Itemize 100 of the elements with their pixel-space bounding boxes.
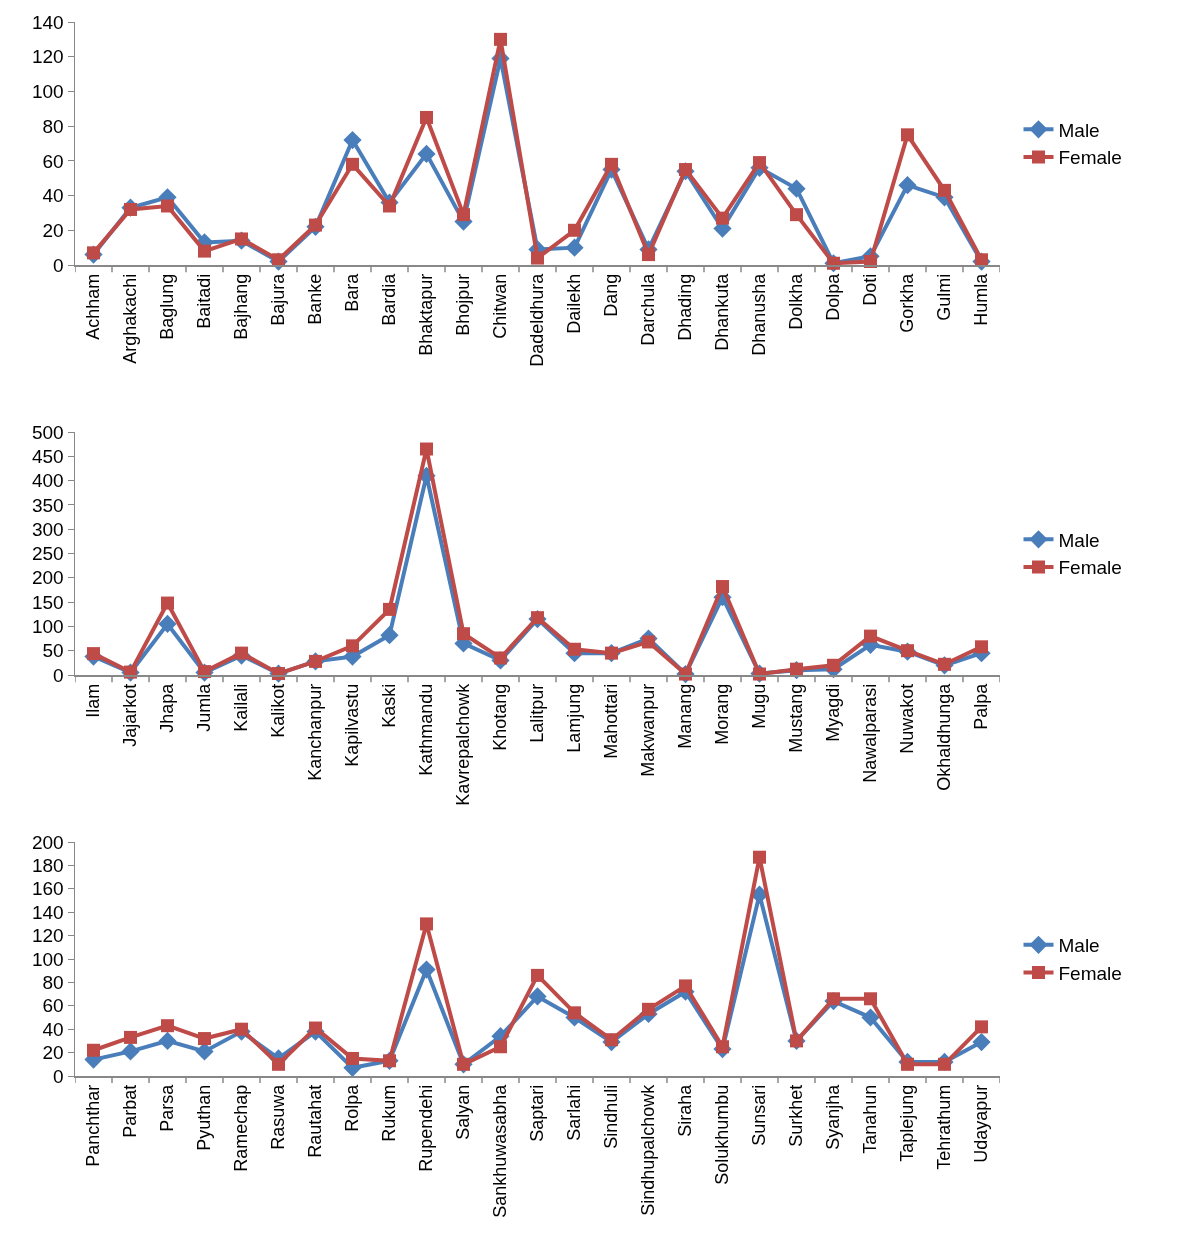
point <box>272 1057 285 1071</box>
x-tick-label: Surkhet <box>786 1084 807 1147</box>
y-tick-label: 200 <box>32 831 64 853</box>
x-tick-label: Baitadi <box>194 273 215 329</box>
point <box>121 1042 140 1061</box>
y-tick-label: 140 <box>32 901 64 923</box>
y-tick-label: 300 <box>32 518 64 540</box>
x-tick-label: Bhaktapur <box>416 273 437 356</box>
point <box>790 208 803 222</box>
x-tick-label: Solukhumbu <box>712 1084 733 1185</box>
point <box>753 156 766 170</box>
y-tick-label: 120 <box>32 925 64 947</box>
x-tick-label: Bardia <box>379 272 400 326</box>
point <box>753 850 766 864</box>
point <box>124 202 137 216</box>
x-tick-label: Darchula <box>638 272 659 346</box>
x-tick-label: Nuwakot <box>897 683 918 754</box>
y-tick-label: 400 <box>32 470 64 492</box>
point <box>87 1043 100 1057</box>
x-tick-label: Manang <box>675 683 696 749</box>
x-tick-label: Kapilvastu <box>342 683 363 767</box>
x-tick-label: Humla <box>971 272 992 326</box>
x-tick-label: Syanjha <box>823 1083 844 1150</box>
x-tick-label: Makwanpur <box>638 683 659 777</box>
x-tick-label: Rautahat <box>305 1084 326 1158</box>
x-tick-label: Mustang <box>786 683 807 753</box>
point <box>383 602 396 616</box>
x-tick-label: Morang <box>712 683 733 745</box>
point <box>642 1002 655 1016</box>
y-tick-label: 50 <box>42 640 64 662</box>
y-tick-label: 120 <box>32 46 64 68</box>
x-tick-label: Lamjung <box>564 683 585 753</box>
point <box>568 223 581 237</box>
point <box>861 1008 880 1027</box>
point <box>420 442 433 456</box>
point <box>309 1021 322 1035</box>
x-tick-label: Kaski <box>379 683 400 728</box>
point <box>457 208 470 222</box>
y-tick-label: 60 <box>42 995 64 1017</box>
point <box>420 110 433 124</box>
x-tick-label: Parbat <box>120 1084 141 1138</box>
x-tick-label: Bajhang <box>231 273 252 340</box>
x-tick-label: Saptari <box>527 1084 548 1142</box>
x-tick-label: Nawalparasi <box>860 683 881 783</box>
legend-label: Male <box>1058 935 1100 957</box>
legend-label: Male <box>1058 119 1100 141</box>
legend-label: Male <box>1058 529 1100 551</box>
point <box>87 647 100 661</box>
x-tick-label: Siraha <box>675 1083 696 1137</box>
x-tick-label: Dailekh <box>564 273 585 334</box>
x-tick-label: Jumla <box>194 682 215 732</box>
point <box>716 580 729 594</box>
x-tick-label: Rukum <box>379 1084 400 1142</box>
y-tick-label: 160 <box>32 878 64 900</box>
y-tick-label: 250 <box>32 543 64 565</box>
point <box>161 1019 174 1033</box>
legend-label: Female <box>1058 557 1122 579</box>
x-tick-label: Rolpa <box>342 1083 363 1132</box>
x-tick-label: Dadeldhura <box>527 272 548 367</box>
point <box>605 157 618 171</box>
y-tick-label: 100 <box>32 948 64 970</box>
y-tick-label: 80 <box>42 972 64 994</box>
x-tick-label: Baglung <box>157 273 178 340</box>
point <box>716 1040 729 1054</box>
point <box>457 627 470 641</box>
x-tick-label: Chitwan <box>490 273 511 339</box>
y-tick-label: 150 <box>32 591 64 613</box>
y-tick-label: 40 <box>42 185 64 207</box>
x-tick-label: Parsa <box>157 1083 178 1132</box>
point <box>938 183 951 197</box>
x-tick-label: Myagdi <box>823 683 844 742</box>
point <box>531 251 544 265</box>
point <box>642 248 655 262</box>
x-tick-label: Kanchanpur <box>305 683 326 781</box>
y-tick-label: 0 <box>53 1065 64 1087</box>
x-tick-label: Gulmi <box>934 273 955 321</box>
y-tick-label: 0 <box>53 664 64 686</box>
point <box>161 199 174 213</box>
x-tick-label: Rupendehi <box>416 1084 437 1172</box>
point <box>346 157 359 171</box>
x-tick-label: Tanahun <box>860 1084 881 1154</box>
x-tick-label: Gorkha <box>897 272 918 333</box>
x-tick-label: Arghakachi <box>120 273 141 364</box>
x-tick-label: Bajura <box>268 272 289 326</box>
x-tick-label: Jajarkot <box>120 683 141 747</box>
point <box>679 979 692 993</box>
x-tick-label: Jhapa <box>157 682 178 733</box>
x-tick-label: Dolkha <box>786 272 807 330</box>
y-tick-label: 140 <box>32 11 64 33</box>
point <box>346 639 359 653</box>
point <box>383 199 396 213</box>
point <box>528 987 547 1006</box>
y-tick-label: 500 <box>32 421 64 443</box>
x-tick-label: Sunsari <box>749 1084 770 1146</box>
x-tick-label: Dhading <box>675 273 696 341</box>
point <box>420 917 433 931</box>
point <box>417 144 436 164</box>
x-tick-label: Mahottari <box>601 683 622 759</box>
x-tick-label: Udayapur <box>971 1084 992 1163</box>
point <box>198 244 211 258</box>
